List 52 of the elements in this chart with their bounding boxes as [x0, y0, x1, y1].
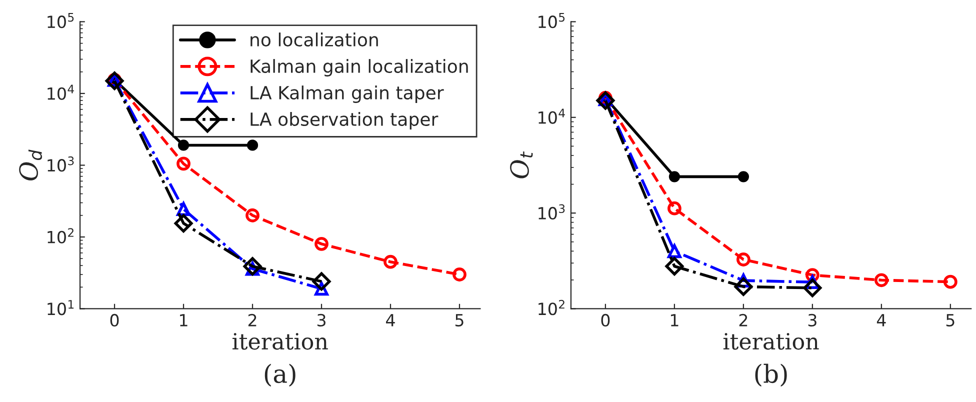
point	[384, 254, 398, 269]
point	[314, 236, 328, 251]
point	[665, 257, 684, 276]
point	[668, 244, 682, 258]
x-tick-label: 5	[946, 314, 954, 326]
text: (a)	[264, 364, 296, 387]
point	[668, 201, 682, 216]
legend-label: LA observation taper	[250, 112, 438, 130]
y-axis-title: O$_{d}$	[19, 150, 42, 180]
y-tick-label: 10$^{3}$	[538, 204, 565, 220]
x-tick-label: 0	[601, 314, 610, 326]
point	[246, 140, 258, 151]
point	[246, 208, 260, 222]
legend-label: no localization	[250, 32, 378, 47]
point	[668, 171, 680, 182]
legend-label: LA Kalman gain taper	[250, 86, 444, 104]
y-axis-title: O$_{t}$	[510, 151, 533, 178]
text: (b)	[755, 364, 787, 387]
y-tick-label: 10$^{5}$	[48, 13, 74, 28]
x-tick-label: 2	[739, 314, 748, 326]
y-tick-label: 10$^{2}$	[48, 228, 74, 244]
y-tick-label: 10$^{4}$	[48, 84, 74, 100]
x-axis-title: iteration	[723, 333, 819, 350]
x-tick-label: 4	[386, 314, 395, 326]
y-tick-label: 10$^{3}$	[48, 156, 74, 172]
x-tick-label: 1	[670, 314, 678, 326]
x-tick-label: 3	[808, 314, 816, 326]
point	[312, 272, 331, 291]
x-tick-label: 0	[110, 314, 119, 326]
point	[105, 72, 124, 90]
y-tick-label: 10$^{2}$	[538, 300, 564, 316]
x-tick-label: 5	[455, 314, 464, 326]
x-tick-label: 1	[180, 314, 188, 326]
y-tick-label: 10$^{1}$	[48, 300, 74, 316]
x-tick-label: 4	[876, 314, 886, 326]
point	[452, 268, 466, 282]
legend-label: Kalman gain localization	[250, 59, 468, 77]
y-tick-label: 10$^{4}$	[538, 108, 565, 124]
point	[734, 277, 753, 296]
y-tick-label: 10$^{5}$	[538, 13, 565, 28]
point	[178, 140, 190, 151]
point	[738, 171, 749, 182]
x-tick-label: 3	[317, 314, 326, 326]
point	[736, 252, 750, 266]
point	[943, 274, 958, 289]
point	[174, 214, 193, 233]
x-tick-label: 2	[248, 314, 256, 326]
point	[874, 273, 888, 288]
point	[803, 278, 822, 298]
point	[176, 156, 190, 171]
x-axis-title: iteration	[232, 333, 328, 350]
point	[243, 257, 262, 276]
